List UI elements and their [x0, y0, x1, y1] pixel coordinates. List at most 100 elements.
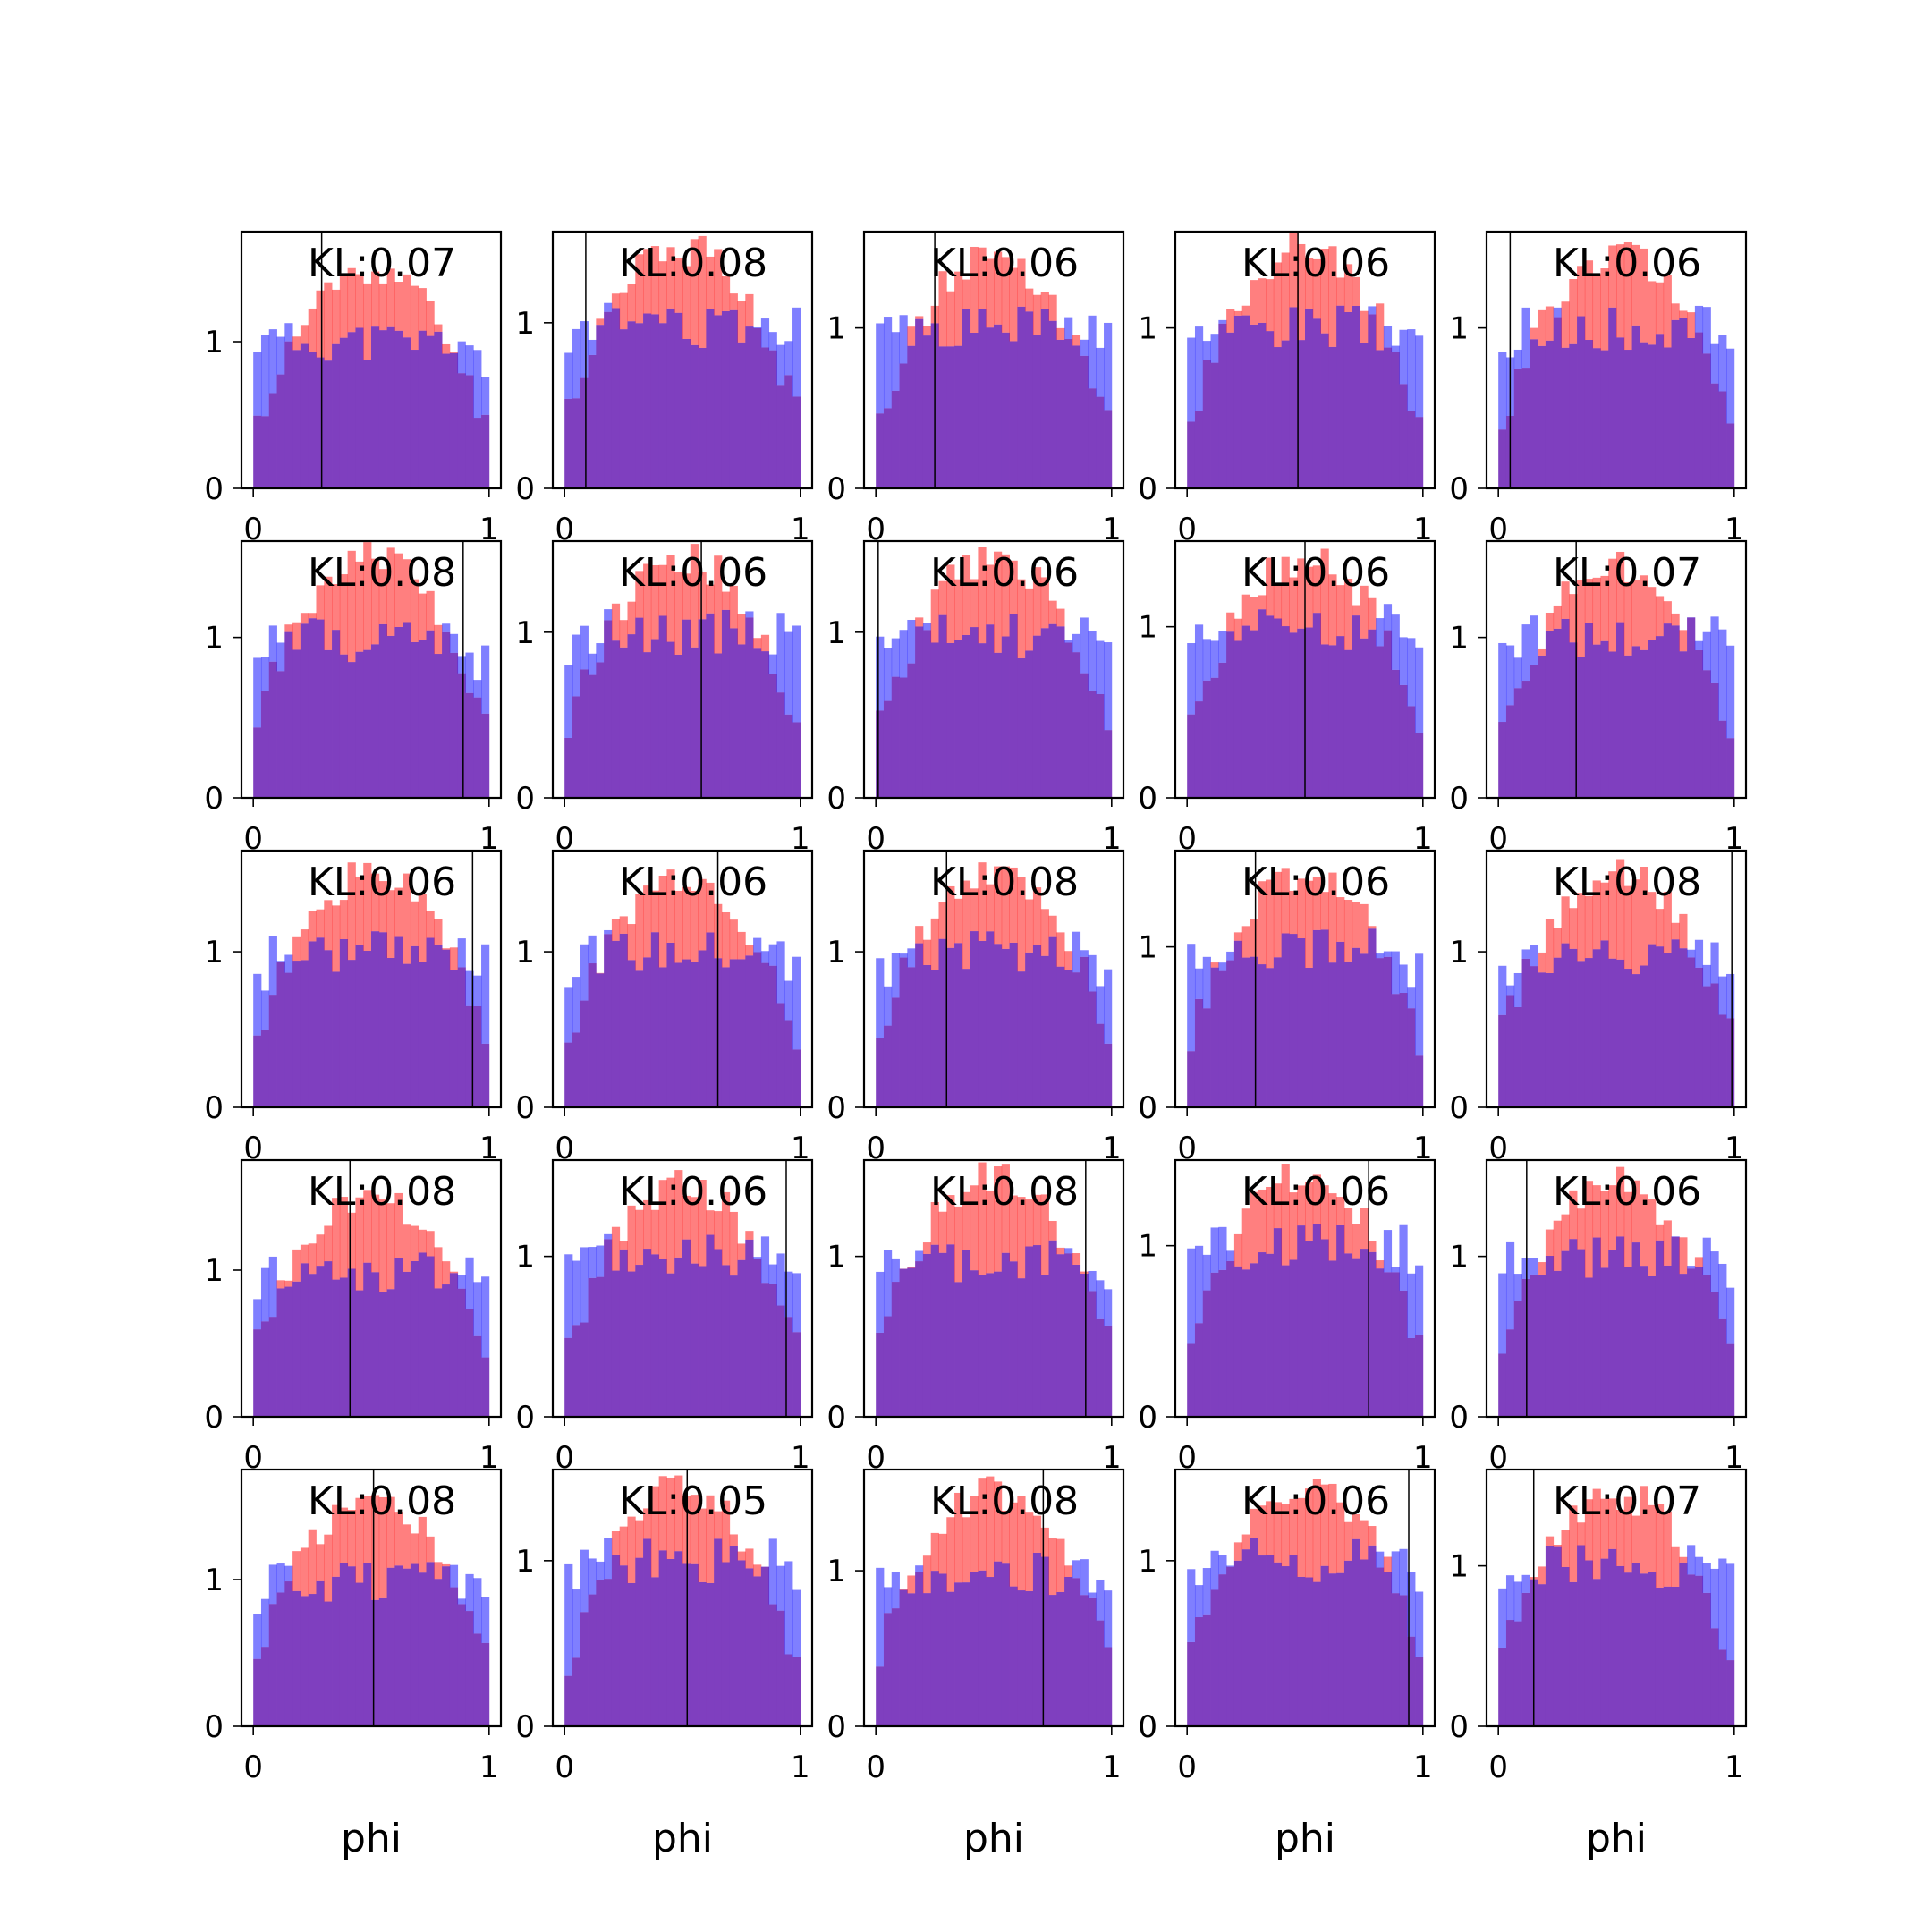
bin-overlap — [339, 654, 349, 798]
bin-red — [1679, 630, 1688, 652]
bin-overlap — [994, 652, 1003, 798]
bin-blue — [260, 657, 270, 691]
bin-red — [1305, 258, 1314, 309]
bin-red — [308, 1243, 317, 1275]
bin-red — [994, 866, 1003, 945]
x-axis-label: phi — [1586, 1816, 1647, 1861]
bin-red — [1584, 1499, 1594, 1561]
bin-blue — [1726, 973, 1735, 1019]
bin-red — [1320, 1484, 1329, 1566]
bin-blue — [1187, 944, 1196, 1052]
bin-overlap — [1521, 1592, 1530, 1726]
bin-overlap — [355, 327, 364, 488]
x-axis-label: phi — [341, 1816, 402, 1861]
bin-overlap — [635, 617, 644, 798]
bin-red — [394, 282, 403, 331]
bin-overlap — [1194, 998, 1204, 1107]
x-tick-label: 1 — [1413, 1440, 1433, 1476]
axes-frame — [240, 849, 503, 1109]
bin-overlap — [1001, 948, 1010, 1107]
bin-blue — [1513, 349, 1522, 369]
bin-overlap — [449, 652, 459, 798]
bin-red — [690, 544, 699, 648]
bin-red — [386, 547, 395, 636]
bin-blue — [1694, 305, 1704, 333]
bin-blue — [268, 1256, 277, 1318]
bin-red — [324, 900, 333, 951]
bin-red — [449, 947, 459, 970]
bin-overlap — [1056, 1254, 1065, 1417]
bin-overlap — [1009, 341, 1018, 488]
bin-red — [1577, 580, 1586, 657]
bin-overlap — [355, 944, 364, 1107]
bin-overlap — [1415, 1055, 1424, 1107]
bin-overlap — [426, 630, 435, 798]
bin-overlap — [316, 1266, 325, 1417]
bin-overlap — [619, 1565, 628, 1726]
bin-overlap — [1048, 623, 1057, 798]
subplot-4-5: KL:0.060 101 — [1449, 1158, 1748, 1476]
bin-red — [355, 1197, 364, 1291]
axes-frame — [551, 849, 814, 1109]
bin-overlap — [1608, 958, 1617, 1107]
bin-blue — [1080, 617, 1089, 674]
y-tick-label: 0 — [515, 1709, 535, 1745]
bin-red — [954, 1492, 963, 1583]
bin-overlap — [792, 396, 801, 488]
bin-red — [627, 924, 636, 961]
bin-red — [339, 574, 349, 655]
bin-overlap — [1064, 1577, 1073, 1726]
bin-overlap — [1671, 1586, 1680, 1726]
bin-blue — [876, 1271, 885, 1333]
bin-red — [1266, 1501, 1275, 1555]
bin-blue — [1104, 1590, 1113, 1648]
bin-red — [922, 326, 932, 336]
bin-overlap — [1312, 929, 1321, 1107]
bin-red — [1032, 1515, 1042, 1553]
bin-overlap — [596, 1580, 605, 1726]
bin-red — [1352, 902, 1360, 948]
bin-overlap — [1368, 1251, 1377, 1417]
bin-overlap — [1032, 1245, 1042, 1417]
bin-red — [1545, 612, 1555, 631]
bin-overlap — [1297, 1576, 1306, 1726]
bin-red — [1064, 1565, 1073, 1578]
subplot-1-1: KL:0.070 101 — [204, 230, 503, 547]
bin-red — [635, 894, 644, 971]
bin-overlap — [1328, 645, 1337, 798]
bin-red — [1616, 859, 1625, 960]
bin-overlap — [1320, 929, 1329, 1107]
bin-overlap — [473, 418, 482, 488]
bin-red — [714, 249, 723, 316]
bin-blue — [1726, 1563, 1735, 1661]
bin-overlap — [1376, 350, 1385, 488]
bin-overlap — [915, 318, 924, 488]
bin-overlap — [1187, 421, 1196, 488]
bin-red — [1048, 1538, 1057, 1596]
bin-overlap — [1096, 693, 1105, 798]
bin-overlap — [1266, 331, 1275, 488]
bin-overlap — [658, 323, 667, 488]
bin-blue — [1391, 345, 1400, 352]
bin-overlap — [784, 1654, 793, 1726]
bin-red — [938, 271, 947, 347]
bin-overlap — [1305, 967, 1314, 1107]
bin-overlap — [1250, 956, 1258, 1107]
bin-blue — [1530, 615, 1538, 665]
x-tick-label: 0 — [1177, 821, 1197, 857]
bin-red — [378, 1496, 387, 1598]
bin-overlap — [418, 330, 427, 488]
y-tick-label: 0 — [515, 471, 535, 507]
bin-red — [1305, 880, 1314, 968]
bin-overlap — [1538, 1275, 1546, 1417]
bin-overlap — [465, 1005, 474, 1107]
bin-red — [970, 1496, 979, 1572]
x-tick-label: 0 — [243, 1131, 263, 1166]
bin-red — [946, 1517, 955, 1592]
bin-blue — [883, 986, 893, 1026]
bin-overlap — [1561, 347, 1570, 488]
bin-red — [442, 1261, 451, 1285]
bin-blue — [260, 1267, 270, 1322]
bin-overlap — [690, 647, 699, 798]
